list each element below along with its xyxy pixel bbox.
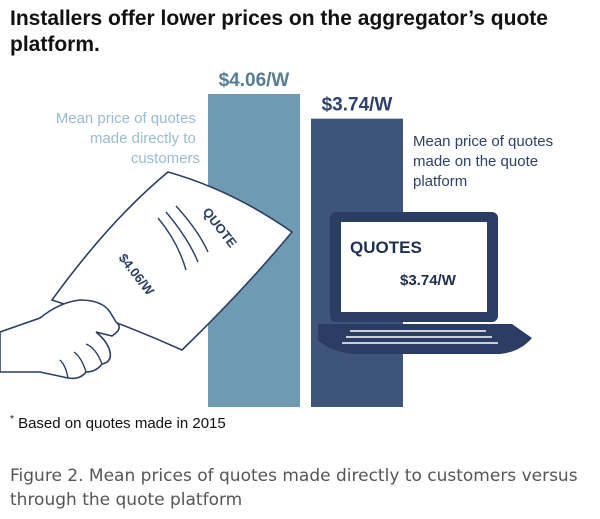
laptop-screen-heading: QUOTES — [350, 238, 422, 257]
category-label-platform: Mean price of quotes made on the quote p… — [413, 133, 557, 190]
value-label-direct: $4.06/W — [219, 70, 290, 91]
quote-paper-icon: QUOTE $4.06/W — [50, 171, 294, 351]
hand-icon — [0, 299, 120, 380]
figure-caption: Figure 2. Mean prices of quotes made dir… — [10, 466, 578, 510]
category-label-direct: Mean price of quotes made directly to cu… — [56, 110, 200, 167]
footnote-marker: * — [10, 414, 14, 425]
footnote: * Based on quotes made in 2015 — [10, 414, 226, 432]
chart-title: Installers offer lower prices on the agg… — [10, 7, 548, 56]
value-label-platform: $3.74/W — [322, 95, 393, 116]
laptop-screen-price: $3.74/W — [400, 272, 457, 289]
footnote-text: Based on quotes made in 2015 — [18, 415, 226, 432]
laptop-icon: QUOTES $3.74/W — [318, 212, 532, 354]
